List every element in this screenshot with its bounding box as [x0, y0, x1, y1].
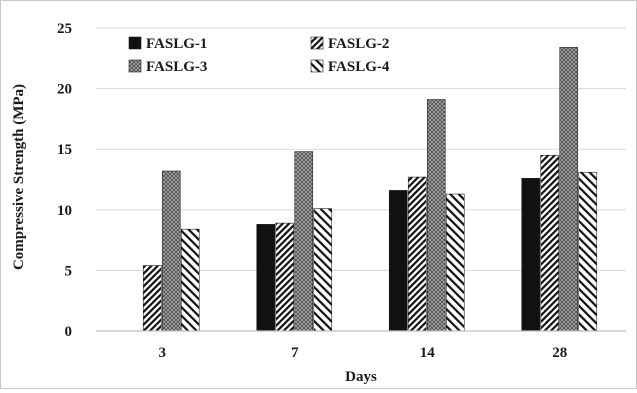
legend-label: FASLG-4 [328, 59, 390, 75]
y-tick-label: 25 [57, 21, 72, 37]
x-tick-label: 28 [552, 345, 567, 361]
x-tick-labels: 3 7 14 28 [159, 345, 568, 361]
bar-faslg-3-day-14 [426, 99, 446, 332]
bar-faslg-1-day-7 [256, 224, 276, 332]
legend-swatch [128, 59, 142, 73]
bar-faslg-4-day-28 [578, 171, 598, 332]
y-tick-label: 0 [65, 324, 73, 340]
legend: FASLG-1 FASLG-2 FASLG-3 FASLG-4 [128, 36, 390, 75]
bar-faslg-3-day-3 [161, 170, 181, 332]
legend-label: FASLG-2 [328, 36, 389, 52]
x-tick-label: 3 [159, 345, 167, 361]
bar-faslg-2-day-14 [407, 176, 427, 332]
y-tick-label: 5 [65, 263, 73, 279]
y-tick-label: 10 [57, 203, 72, 219]
bar-faslg-4-day-14 [445, 193, 465, 332]
bar-faslg-4-day-7 [313, 208, 333, 332]
bar-faslg-2-day-3 [142, 265, 162, 332]
legend-swatch [310, 36, 324, 50]
bar-faslg-3-day-7 [294, 151, 314, 332]
x-tick-label: 7 [291, 345, 299, 361]
bar-faslg-4-day-3 [180, 228, 200, 332]
y-axis-title: Compressive Strength (MPa) [11, 84, 27, 270]
bars [142, 47, 598, 332]
bar-faslg-2-day-28 [540, 154, 560, 332]
legend-swatch [310, 59, 324, 73]
legend-label: FASLG-1 [146, 36, 207, 52]
y-tick-label: 15 [57, 142, 72, 158]
legend-swatch [128, 36, 142, 50]
bar-faslg-1-day-14 [388, 190, 408, 332]
x-tick-label: 14 [420, 345, 436, 361]
bar-faslg-1-day-28 [521, 177, 541, 332]
x-axis-title: Days [345, 369, 377, 385]
y-tick-labels: 0 5 10 15 20 25 [57, 21, 72, 340]
bar-faslg-3-day-28 [559, 47, 579, 332]
legend-label: FASLG-3 [146, 59, 207, 75]
bar-faslg-2-day-7 [275, 222, 295, 332]
y-tick-label: 20 [57, 82, 72, 98]
